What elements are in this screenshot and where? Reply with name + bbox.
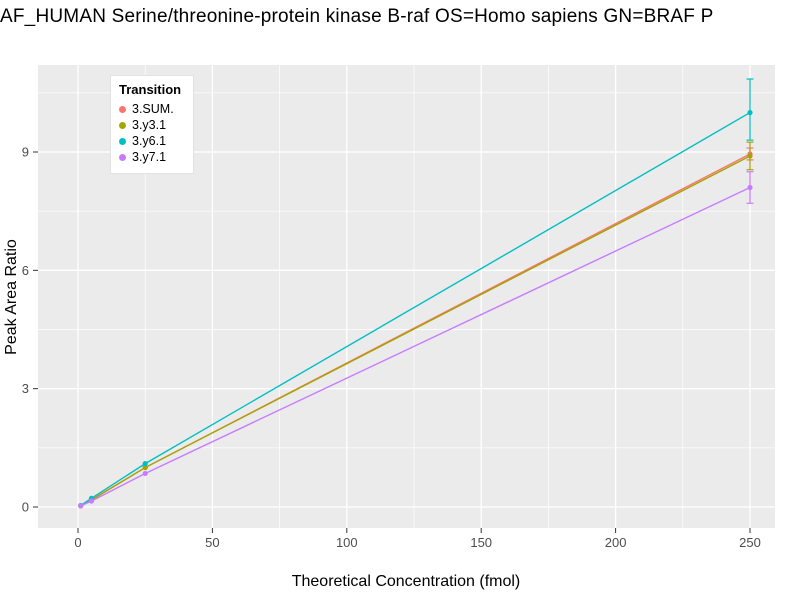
data-point: [142, 461, 148, 467]
legend-item: 3.SUM.: [119, 101, 181, 117]
legend-label: 3.y3.1: [132, 118, 167, 132]
y-tick-label: 0: [22, 500, 29, 515]
legend-item: 3.y3.1: [119, 117, 181, 133]
legend-key-dot: [119, 105, 126, 113]
x-tick-label: 200: [605, 535, 627, 550]
data-point: [747, 109, 753, 116]
series-line: [80, 186, 751, 507]
data-point: [88, 498, 95, 504]
y-tick-label: 6: [22, 263, 29, 278]
data-point: [747, 153, 753, 159]
legend-title: Transition: [119, 82, 182, 97]
data-point: [747, 184, 753, 191]
legend-label: 3.y7.1: [132, 150, 167, 164]
series-line: [80, 111, 751, 507]
legend-label: 3.SUM.: [132, 102, 174, 116]
legend: Transition 3.SUM. 3.y3.1 3.y6.1 3.y7.1: [110, 75, 195, 174]
data-point: [78, 503, 84, 509]
x-tick-label: 150: [470, 535, 492, 550]
legend-key-dot: [119, 137, 126, 145]
data-point: [142, 464, 148, 471]
legend-item: 3.y7.1: [119, 149, 181, 165]
legend-key-dot: [119, 153, 126, 161]
x-tick-label: 100: [336, 535, 358, 550]
x-tick-label: 0: [74, 535, 81, 550]
y-axis-title: Peak Area Ratio: [3, 239, 20, 355]
legend-key-dot: [119, 121, 126, 129]
x-tick-label: 50: [205, 535, 219, 550]
chart-title: AF_HUMAN Serine/threonine-protein kinase…: [0, 6, 714, 27]
y-tick-label: 9: [22, 145, 29, 160]
y-tick-label: 3: [22, 381, 29, 396]
data-point: [142, 470, 148, 477]
legend-item: 3.y6.1: [119, 133, 181, 149]
x-tick-label: 250: [739, 535, 761, 550]
x-axis-title: Theoretical Concentration (fmol): [292, 573, 521, 590]
legend-label: 3.y6.1: [132, 134, 167, 148]
